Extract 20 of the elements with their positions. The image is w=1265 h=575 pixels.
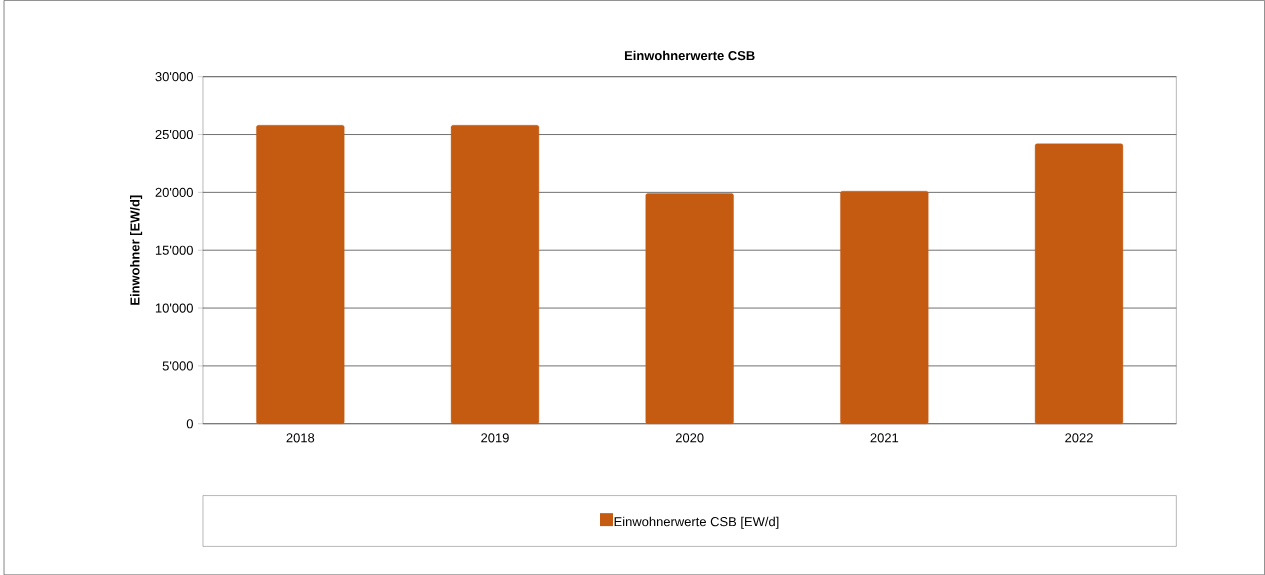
- bar: [450, 124, 540, 424]
- y-tick-label: 5'000: [162, 361, 193, 371]
- bar: [645, 193, 734, 424]
- x-tick-label: 2020: [675, 433, 704, 443]
- y-tick-label: 20'000: [155, 187, 193, 197]
- y-tick-label: 30'000: [155, 71, 193, 82]
- y-tick-label: 25'000: [155, 129, 193, 140]
- y-tick-label: 10'000: [155, 303, 193, 313]
- bar: [1034, 143, 1124, 424]
- x-tick-label: 2018: [286, 433, 315, 443]
- bar: [840, 190, 929, 424]
- legend-label: Einwohnerwerte CSB [EW/d]: [614, 516, 779, 529]
- y-tick-label: 15'000: [155, 245, 193, 255]
- x-tick-label: 2021: [870, 433, 899, 443]
- x-tick-label: 2019: [481, 433, 509, 443]
- y-axis-title: Einwohner [EW/d]: [130, 195, 143, 305]
- x-tick-label: 2022: [1065, 433, 1093, 443]
- bar: [256, 124, 345, 424]
- chart-title: Einwohnerwerte CSB: [624, 50, 755, 61]
- y-tick-label: 0: [186, 419, 193, 429]
